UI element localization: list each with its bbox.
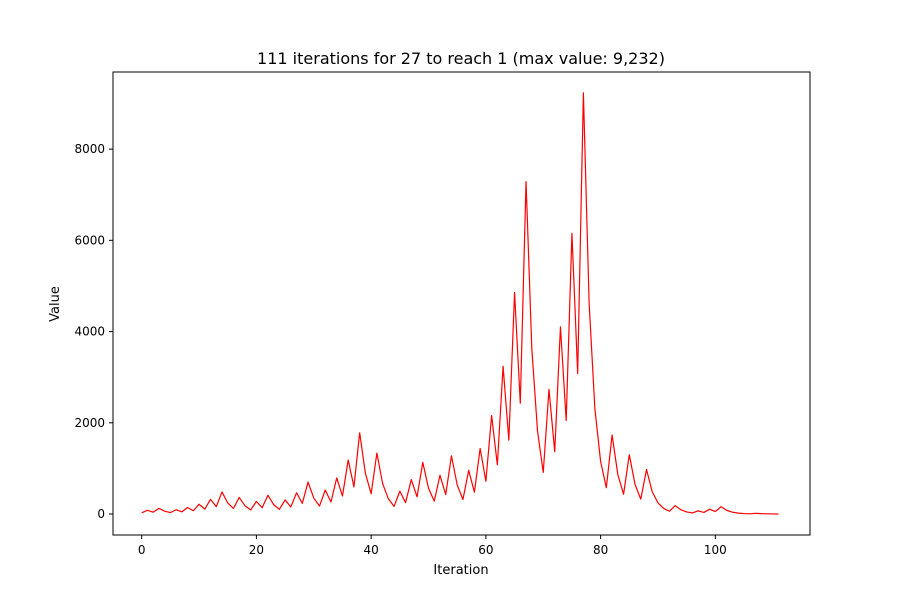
y-tick-label: 6000 (74, 233, 105, 247)
chart-title: 111 iterations for 27 to reach 1 (max va… (257, 49, 665, 68)
x-tick-label: 80 (593, 543, 608, 557)
x-tick-label: 100 (704, 543, 727, 557)
y-tick-label: 8000 (74, 142, 105, 156)
y-tick-label: 4000 (74, 325, 105, 339)
x-tick-label: 20 (249, 543, 264, 557)
x-axis: 0 20 40 60 80 100 (138, 535, 727, 557)
y-tick-label: 0 (97, 507, 105, 521)
y-axis-label: Value (48, 286, 63, 322)
x-tick-label: 60 (478, 543, 493, 557)
x-axis-label: Iteration (433, 563, 488, 578)
x-tick-label: 40 (364, 543, 379, 557)
plot-area-frame (112, 71, 811, 536)
series-line (141, 92, 779, 515)
y-axis: 0 2000 4000 6000 8000 (74, 142, 113, 521)
y-tick-label: 2000 (74, 416, 105, 430)
x-tick-label: 0 (138, 543, 146, 557)
